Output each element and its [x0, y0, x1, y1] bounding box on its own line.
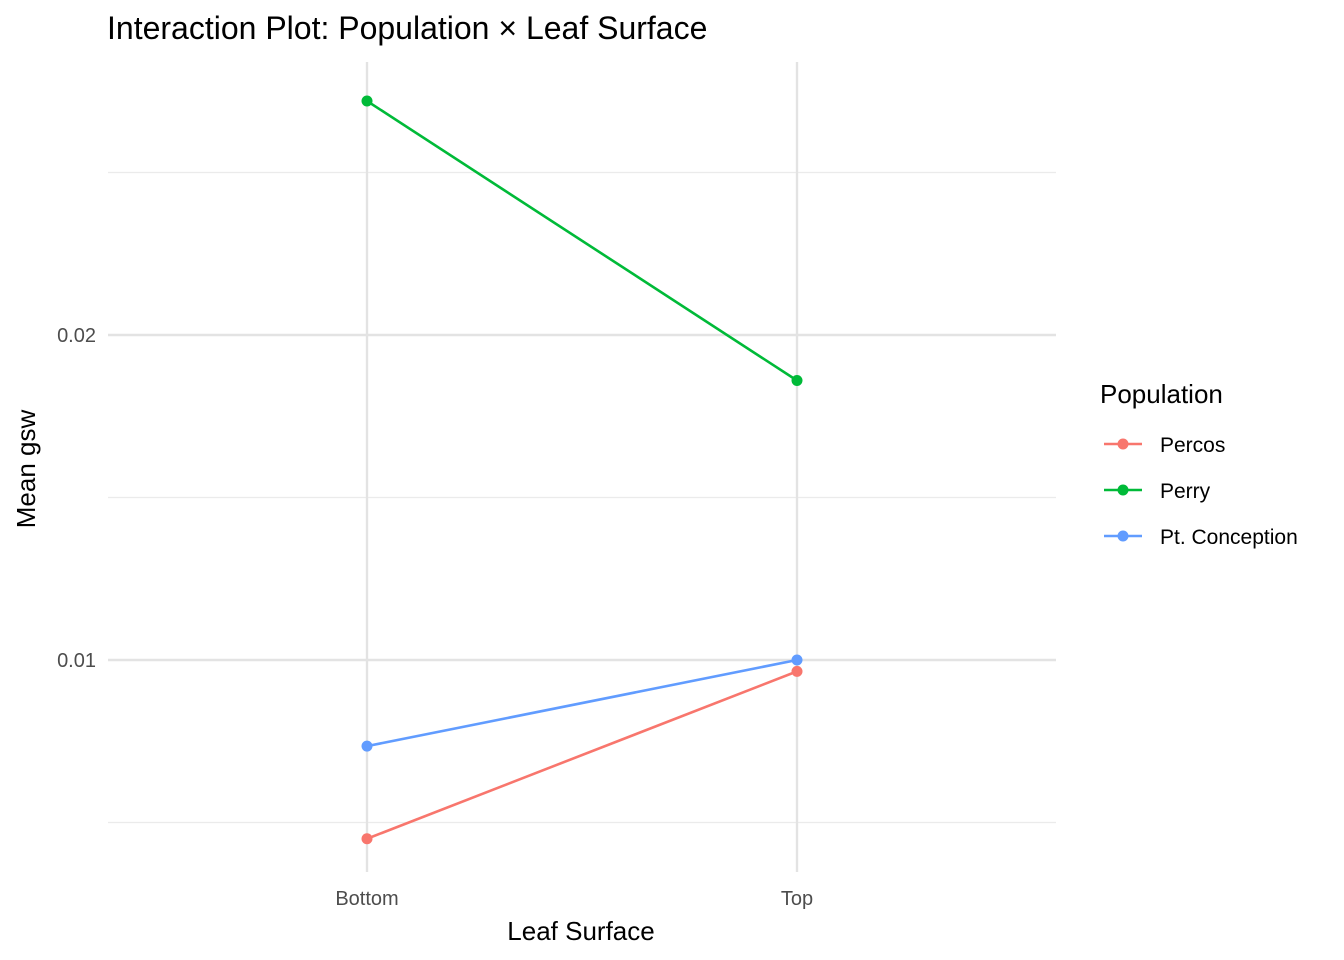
y-axis-title: Mean gsw — [11, 410, 41, 529]
data-point-percos-top — [791, 665, 803, 677]
legend-title: Population — [1100, 379, 1223, 409]
x-axis-tick-labels: Bottom Top — [335, 888, 813, 910]
legend-key-point — [1117, 438, 1129, 450]
x-tick-label: Bottom — [335, 888, 398, 910]
legend-label: Pt. Conception — [1160, 526, 1298, 549]
series-points — [361, 95, 803, 845]
legend-label: Percos — [1160, 434, 1225, 457]
legend: Population Percos Perry Pt. Conception — [1100, 379, 1298, 549]
legend-key-point — [1117, 530, 1129, 542]
legend-label: Perry — [1160, 480, 1211, 503]
legend-items: Percos Perry Pt. Conception — [1104, 434, 1298, 549]
legend-key-point — [1117, 484, 1129, 496]
data-point-perry-top — [791, 375, 803, 386]
chart-title: Interaction Plot: Population × Leaf Surf… — [107, 10, 707, 46]
series-line-percos — [366, 670, 798, 840]
data-point-perry-bottom — [361, 95, 373, 107]
minor-gridlines — [108, 171, 1056, 824]
x-tick-label: Top — [781, 888, 813, 910]
legend-item-perry: Perry — [1104, 480, 1211, 503]
legend-item-percos: Percos — [1104, 434, 1225, 457]
y-tick-label: 0.01 — [57, 650, 96, 672]
data-point-pt-conception-top — [791, 654, 803, 666]
y-axis-tick-labels: 0.01 0.02 — [57, 325, 96, 672]
data-point-pt-conception-bottom — [361, 740, 373, 752]
data-point-percos-bottom — [361, 833, 373, 845]
y-tick-label: 0.02 — [57, 325, 96, 347]
series-line-perry — [366, 99, 798, 382]
major-gridlines — [108, 62, 1056, 872]
series-lines — [366, 99, 798, 840]
series-line-pt-conception — [366, 658, 798, 748]
x-axis-title: Leaf Surface — [507, 916, 654, 946]
legend-item-pt-conception: Pt. Conception — [1104, 526, 1298, 549]
